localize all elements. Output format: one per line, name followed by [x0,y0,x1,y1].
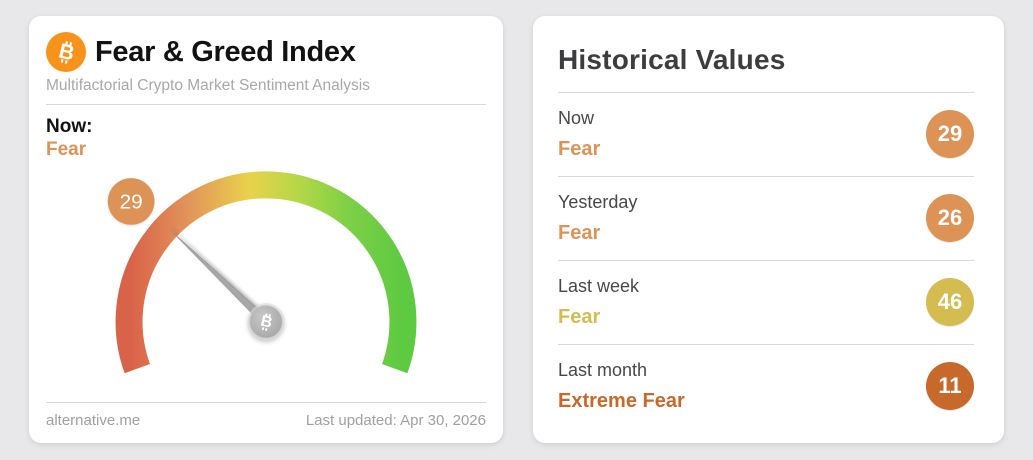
gauge-value-badge: 29 [107,178,155,225]
historical-values-title: Historical Values [558,44,786,75]
header-divider [46,104,486,105]
period-label: Last week [558,276,640,296]
page-title: Fear & Greed Index [95,35,356,68]
period-label: Last month [558,360,648,380]
value-badge: 11 [926,362,974,410]
value-badge: 26 [926,194,974,242]
gauge-arc [115,171,417,374]
bitcoin-icon: B [46,32,86,72]
svg-text:B: B [56,40,76,66]
sentiment-label: Fear [558,222,601,244]
now-label: Now: [46,116,93,137]
gauge: B 29 [100,166,432,379]
sentiment-label: Extreme Fear [558,390,685,412]
value-badge: 46 [926,278,974,326]
history-row-last-week: Last week Fear 46 [558,260,974,344]
gauge-chart: B 29 [107,171,417,374]
sentiment-label: Fear [558,306,601,328]
fear-greed-header: B Fear & Greed Index [46,32,486,72]
historical-rows: Now Fear 29 Yesterday Fear 26 Last week … [558,92,974,428]
card-footer: alternative.me Last updated: Apr 30, 202… [46,402,486,429]
svg-text:B: B [259,313,274,332]
fear-greed-card: B Fear & Greed Index Multifactorial Cryp… [29,16,503,443]
historical-values-card: Historical Values Now Fear 29 Yesterday … [533,16,1004,443]
value-badge: 29 [926,110,974,158]
bitcoin-icon: B [247,303,285,341]
svg-text:29: 29 [120,190,143,213]
sentiment-label: Fear [558,138,601,160]
last-updated-text: Last updated: Apr 30, 2026 [305,412,486,429]
history-row-now: Now Fear 29 [558,92,974,176]
current-sentiment-block: Now: Fear [46,115,486,162]
period-label: Yesterday [558,192,638,212]
source-link[interactable]: alternative.me [46,412,141,429]
period-label: Now [558,108,595,128]
history-row-last-month: Last month Extreme Fear 11 [558,344,974,428]
history-row-yesterday: Yesterday Fear 26 [558,176,974,260]
subtitle: Multifactorial Crypto Market Sentiment A… [46,77,370,94]
footer-divider [46,402,486,403]
now-sentiment: Fear [46,139,87,160]
